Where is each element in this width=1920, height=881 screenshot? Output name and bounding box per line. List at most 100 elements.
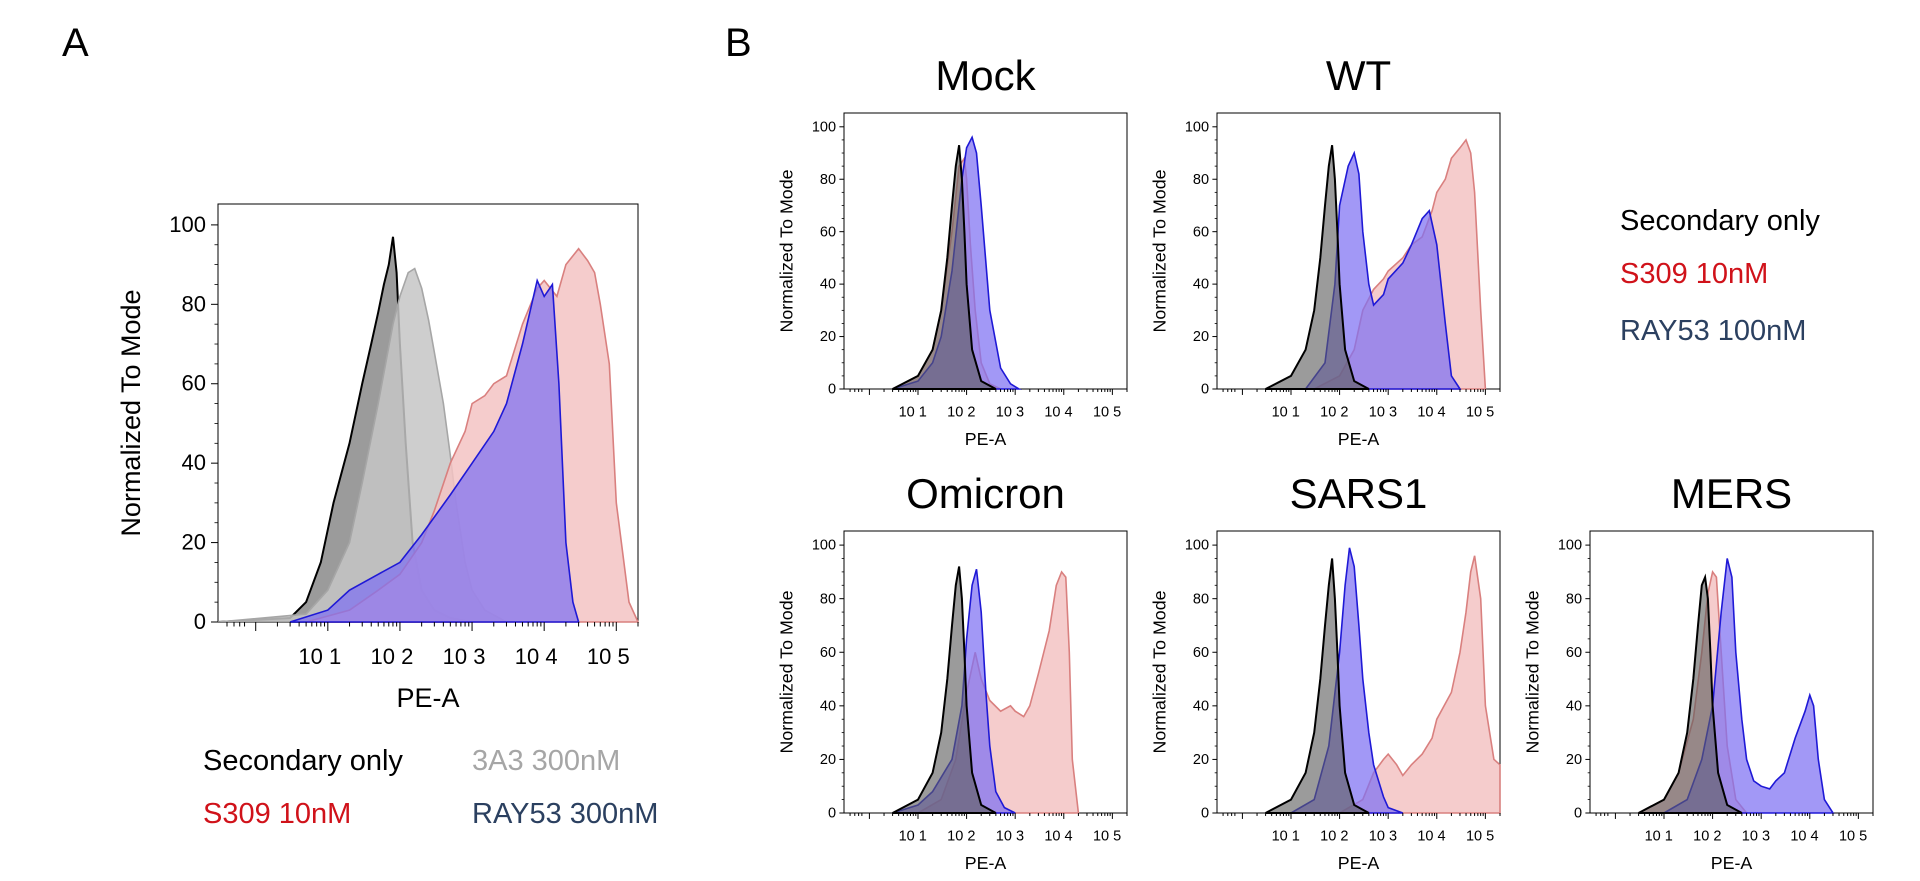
x-axis-label: PE-A [1338,853,1380,873]
y-tick-label: 80 [182,291,206,316]
y-tick-label: 20 [1566,752,1582,768]
x-tick-label: 10 4 [1790,829,1818,845]
y-axis-label: Normalized To Mode [777,590,797,753]
y-tick-label: 60 [1566,645,1582,661]
y-tick-label: 100 [812,538,836,554]
x-tick-label: 10 4 [1417,405,1445,421]
histogram-omicron: 0 20 40 60 80 100 10 1 10 2 10 3 10 4 10 5 PE-A Norm… [777,470,1128,873]
y-tick-label: 100 [812,119,836,135]
y-axis-label: Normalized To Mode [1523,590,1543,753]
y-tick-label: 40 [820,277,836,293]
y-tick-label: 40 [1193,698,1209,714]
x-axis-label: PE-A [1711,853,1753,873]
legend-a-ray53: RAY53 300nM [472,798,658,830]
x-tick-label: 10 5 [1093,405,1121,421]
y-tick-label: 0 [1201,382,1209,398]
histogram-wt: 0 20 40 60 80 100 10 1 10 2 10 3 10 4 10 5 PE-A Norm… [1150,52,1501,449]
x-tick-label: 10 4 [1044,405,1072,421]
x-tick-label: 10 2 [947,405,975,421]
x-tick-label: 10 1 [899,405,927,421]
y-tick-label: 20 [1193,752,1209,768]
x-axis-label: PE-A [396,683,459,713]
x-tick-label: 10 3 [996,405,1024,421]
y-tick-label: 0 [828,806,836,822]
y-tick-label: 0 [1574,806,1582,822]
x-tick-label: 10 4 [1044,829,1072,845]
x-tick-label: 10 4 [515,644,558,669]
histogram-mers: 0 20 40 60 80 100 10 1 10 2 10 3 10 4 10 5 PE-A Norm… [1523,470,1874,873]
series-secondary-only [1265,558,1370,814]
y-tick-label: 80 [1193,591,1209,607]
y-axis-label: Normalized To Mode [116,289,146,536]
x-tick-label: 10 1 [1645,829,1673,845]
x-axis-label: PE-A [965,853,1007,873]
histogram-panel-a: 0 20 40 60 80 100 10 1 10 2 10 3 10 4 10 5 PE-A Norm… [116,203,640,713]
histogram-sars1: 0 20 40 60 80 100 10 1 10 2 10 3 10 4 10 5 PE-A Norm… [1150,470,1501,873]
y-tick-label: 20 [1193,329,1209,345]
x-tick-label: 10 2 [947,829,975,845]
x-tick-label: 10 4 [1417,829,1445,845]
series-s309-10nm [1336,555,1501,814]
y-tick-label: 60 [820,224,836,240]
y-tick-label: 80 [820,591,836,607]
legend-a-3a3: 3A3 300nM [472,745,620,777]
y-tick-label: 80 [820,172,836,188]
y-tick-label: 60 [820,645,836,661]
x-tick-label: 10 3 [996,829,1024,845]
plot-title: SARS1 [1290,470,1428,517]
x-tick-label: 10 2 [1693,829,1721,845]
x-axis-label: PE-A [965,429,1007,449]
y-tick-label: 0 [828,382,836,398]
series-secondary-only [1265,145,1370,390]
y-tick-label: 40 [1566,698,1582,714]
x-tick-label: 10 5 [1093,829,1121,845]
plot-title: MERS [1671,470,1792,517]
x-tick-label: 10 1 [1272,829,1300,845]
y-tick-label: 100 [169,212,206,237]
y-tick-label: 80 [1566,591,1582,607]
y-tick-label: 40 [182,450,206,475]
y-tick-label: 80 [1193,172,1209,188]
x-tick-label: 10 2 [1320,829,1348,845]
x-tick-label: 10 3 [443,644,486,669]
y-tick-label: 20 [182,530,206,555]
y-tick-label: 60 [182,371,206,396]
plot-title: WT [1326,52,1391,99]
panel-label-b: B [725,21,752,65]
y-tick-label: 0 [194,609,206,634]
x-tick-label: 10 3 [1369,405,1397,421]
y-axis-label: Normalized To Mode [1150,590,1170,753]
legend-b-s309: S309 10nM [1620,258,1768,290]
y-tick-label: 0 [1201,806,1209,822]
y-axis-label: Normalized To Mode [777,169,797,332]
x-tick-label: 10 2 [1320,405,1348,421]
legend-a-s309: S309 10nM [203,798,351,830]
series-secondary-only [1638,573,1743,814]
series-ray53-300nm [289,277,580,623]
legend-b-secondary-only: Secondary only [1620,205,1820,237]
y-axis-label: Normalized To Mode [1150,169,1170,332]
x-tick-label: 10 5 [1466,405,1494,421]
x-tick-label: 10 3 [1369,829,1397,845]
plot-title: Mock [935,52,1036,99]
x-tick-label: 10 3 [1742,829,1770,845]
y-tick-label: 100 [1558,538,1582,554]
x-tick-label: 10 1 [298,644,341,669]
x-tick-label: 10 2 [371,644,414,669]
y-tick-label: 60 [1193,645,1209,661]
legend-b-ray53: RAY53 100nM [1620,315,1806,347]
plot-title: Omicron [906,470,1065,517]
series-secondary-only [892,566,997,814]
x-tick-label: 10 1 [1272,405,1300,421]
x-tick-label: 10 5 [1839,829,1867,845]
y-tick-label: 100 [1185,538,1209,554]
y-tick-label: 60 [1193,224,1209,240]
series-secondary-only [892,145,997,390]
legend-a-secondary-only: Secondary only [203,745,403,777]
x-tick-label: 10 5 [1466,829,1494,845]
y-tick-label: 100 [1185,119,1209,135]
panel-label-a: A [62,21,89,65]
y-tick-label: 40 [1193,277,1209,293]
x-tick-label: 10 5 [587,644,630,669]
